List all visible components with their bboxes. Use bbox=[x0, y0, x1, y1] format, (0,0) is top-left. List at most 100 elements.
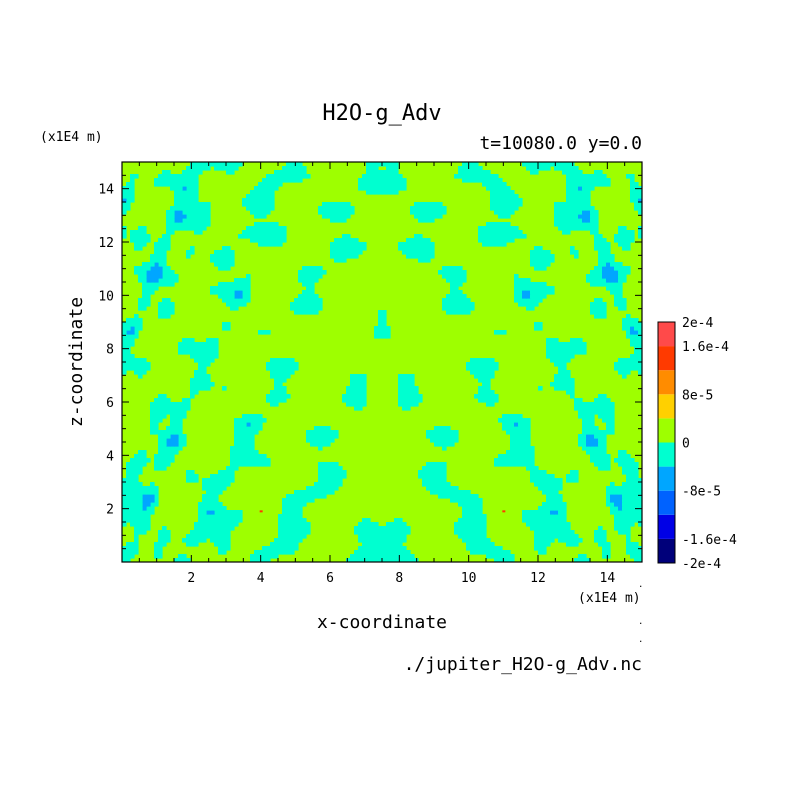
field-cell bbox=[182, 210, 187, 215]
field-cell bbox=[534, 478, 539, 483]
field-cell bbox=[310, 306, 315, 311]
field-cell bbox=[126, 550, 131, 555]
field-cell bbox=[178, 434, 183, 439]
field-cell bbox=[246, 274, 251, 279]
field-cell bbox=[630, 342, 635, 347]
field-cell bbox=[126, 322, 131, 327]
field-cell bbox=[550, 482, 555, 487]
field-cell bbox=[282, 378, 287, 383]
field-cell bbox=[426, 462, 431, 467]
field-cell bbox=[206, 506, 211, 511]
field-cell bbox=[618, 498, 623, 503]
field-cell bbox=[262, 206, 267, 211]
field-cell bbox=[226, 302, 231, 307]
field-cell bbox=[282, 370, 287, 375]
field-cell bbox=[286, 170, 291, 175]
field-cell bbox=[154, 422, 159, 427]
field-cell bbox=[498, 186, 503, 191]
field-cell bbox=[538, 522, 543, 527]
field-cell bbox=[410, 246, 415, 251]
field-cell bbox=[606, 266, 611, 271]
field-cell bbox=[426, 214, 431, 219]
field-cell bbox=[266, 190, 271, 195]
field-cell bbox=[330, 462, 335, 467]
field-cell bbox=[286, 162, 291, 167]
field-cell bbox=[218, 538, 223, 543]
field-cell bbox=[322, 470, 327, 475]
field-cell bbox=[542, 514, 547, 519]
field-cell bbox=[266, 194, 271, 199]
field-cell bbox=[170, 310, 175, 315]
field-cell bbox=[122, 202, 127, 207]
field-cell bbox=[222, 286, 227, 291]
field-cell bbox=[550, 358, 555, 363]
field-cell bbox=[350, 246, 355, 251]
field-cell bbox=[130, 342, 135, 347]
field-cell bbox=[234, 278, 239, 283]
field-cell bbox=[326, 426, 331, 431]
field-cell bbox=[182, 438, 187, 443]
field-cell bbox=[638, 198, 642, 203]
field-cell bbox=[170, 222, 175, 227]
field-cell bbox=[150, 414, 155, 419]
field-cell bbox=[158, 410, 163, 415]
field-cell bbox=[242, 442, 247, 447]
field-cell bbox=[550, 534, 555, 539]
field-cell bbox=[586, 206, 591, 211]
field-cell bbox=[622, 234, 627, 239]
field-cell bbox=[506, 198, 511, 203]
field-cell bbox=[474, 178, 479, 183]
field-cell bbox=[510, 418, 515, 423]
field-cell bbox=[594, 218, 599, 223]
field-cell bbox=[434, 434, 439, 439]
field-cell bbox=[626, 334, 631, 339]
field-cell bbox=[326, 470, 331, 475]
field-cell bbox=[150, 410, 155, 415]
field-cell bbox=[350, 386, 355, 391]
field-cell bbox=[590, 446, 595, 451]
field-cell bbox=[282, 546, 287, 551]
field-cell bbox=[134, 270, 139, 275]
field-cell bbox=[518, 414, 523, 419]
field-cell bbox=[590, 434, 595, 439]
field-cell bbox=[534, 510, 539, 515]
field-cell bbox=[194, 162, 199, 167]
field-cell bbox=[290, 518, 295, 523]
field-cell bbox=[202, 370, 207, 375]
field-cell bbox=[174, 222, 179, 227]
field-cell bbox=[594, 438, 599, 443]
field-cell bbox=[478, 502, 483, 507]
field-cell bbox=[158, 394, 163, 399]
field-cell bbox=[462, 498, 467, 503]
field-cell bbox=[330, 438, 335, 443]
field-cell bbox=[126, 558, 131, 562]
field-cell bbox=[586, 182, 591, 187]
field-cell bbox=[338, 210, 343, 215]
field-cell bbox=[170, 218, 175, 223]
field-cell bbox=[250, 422, 255, 427]
field-cell bbox=[174, 430, 179, 435]
field-cell bbox=[506, 458, 511, 463]
field-cell bbox=[274, 362, 279, 367]
field-cell bbox=[234, 514, 239, 519]
field-cell bbox=[634, 558, 639, 562]
field-cell bbox=[186, 166, 191, 171]
field-cell bbox=[546, 498, 551, 503]
field-cell bbox=[542, 486, 547, 491]
field-cell bbox=[250, 202, 255, 207]
field-cell bbox=[626, 238, 631, 243]
field-cell bbox=[294, 510, 299, 515]
field-cell bbox=[286, 534, 291, 539]
field-cell bbox=[438, 442, 443, 447]
field-cell bbox=[542, 518, 547, 523]
field-cell bbox=[230, 470, 235, 475]
field-cell bbox=[558, 498, 563, 503]
field-cell bbox=[578, 338, 583, 343]
field-cell bbox=[598, 462, 603, 467]
field-cell bbox=[234, 418, 239, 423]
field-cell bbox=[430, 434, 435, 439]
field-cell bbox=[382, 558, 387, 562]
field-cell bbox=[246, 426, 251, 431]
field-cell bbox=[554, 498, 559, 503]
field-cell bbox=[234, 286, 239, 291]
